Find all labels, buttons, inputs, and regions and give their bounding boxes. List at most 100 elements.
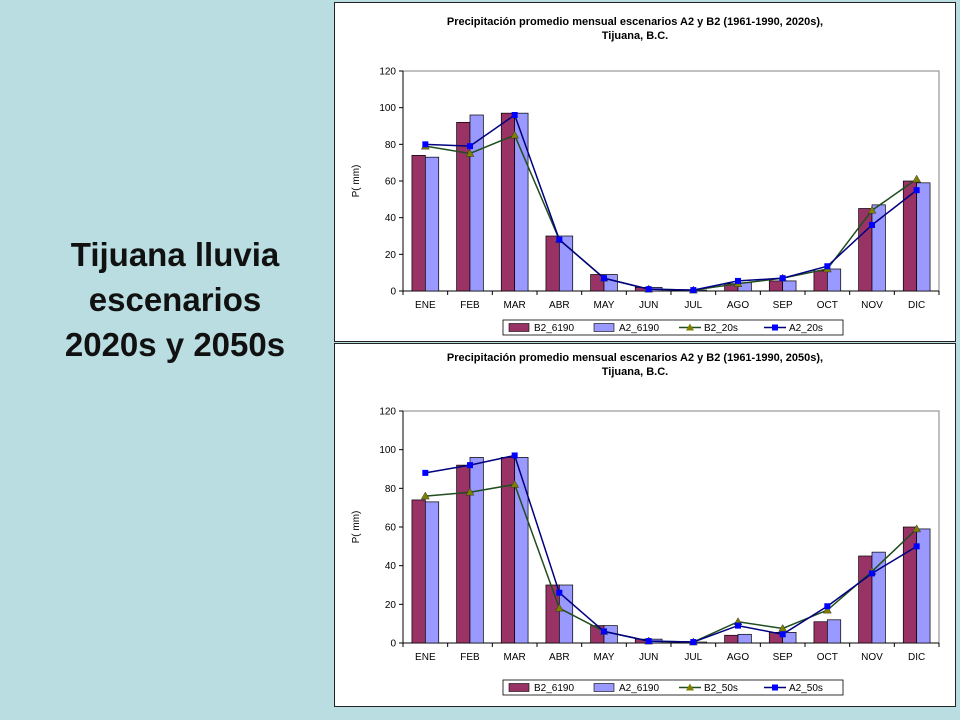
point-a2-20s [913,187,920,194]
point-b2-50s [554,603,564,612]
bar-a2-6190 [871,551,886,644]
point-a2-50s [735,622,741,629]
point-a2-50s [779,631,786,638]
x-tick-label: ENE [415,300,436,311]
chart-title-line: Precipitación promedio mensual escenario… [447,16,823,28]
point-a2-50s [556,589,563,596]
y-tick-label: 80 [385,140,397,151]
bar-b2-6190 [858,208,873,292]
legend-label: B2_20s [704,323,738,334]
slide-title-line: Tijuana lluvia [70,236,280,273]
y-tick-label: 60 [385,177,397,188]
point-b2-20s [465,148,475,157]
point-a2-50s [601,628,607,635]
point-a2-20s [735,277,741,284]
bar-a2-6190 [469,457,484,644]
point-a2-20s [824,263,831,270]
point-b2-50s [912,524,922,533]
point-a2-50s [824,603,831,610]
bar-a2-6190 [469,114,484,292]
bar-a2-6190 [826,268,842,292]
y-tick-label: 80 [385,484,397,495]
bar-b2-6190 [902,180,918,292]
bar-a2-6190 [558,235,574,292]
x-tick-label: SEP [773,652,793,663]
point-b2-20s [510,130,520,139]
y-tick-label: 120 [379,67,396,78]
x-tick-label: NOV [861,652,883,663]
line-b2-50s [425,483,918,643]
y-tick-label: 20 [385,600,397,611]
y-tick-label: 20 [385,250,397,261]
bar-a2-6190 [558,584,574,644]
point-a2-50s [422,469,429,476]
y-tick-label: 0 [390,287,396,298]
chart-title-line: Tijuana, B.C. [602,30,668,42]
bar-a2-6190 [782,280,797,292]
x-tick-label: FEB [460,300,480,311]
point-a2-20s [690,287,697,294]
legend-swatch [593,683,615,692]
point-a2-20s [511,112,518,118]
legend-label: A2_20s [789,323,823,334]
line-a2-20s [425,113,918,291]
point-a2-50s [467,462,473,469]
bar-a2-6190 [737,633,752,644]
point-a2-50s [913,543,920,550]
y-tick-label: 40 [385,561,397,572]
x-tick-label: JUN [639,652,658,663]
point-b2-50s [465,487,475,496]
x-tick-label: ABR [549,652,570,663]
legend-marker [686,323,694,331]
x-tick-label: DIC [908,300,925,311]
x-tick-label: MAY [594,652,615,663]
chart-title-line: Precipitación promedio mensual escenario… [447,352,823,364]
y-tick-label: 60 [385,523,397,534]
y-tick-label: 100 [379,103,396,114]
point-a2-20s [869,222,875,228]
point-a2-20s [422,141,429,148]
y-axis-label: P( mm) [351,511,362,544]
point-a2-50s [869,570,875,577]
y-tick-label: 40 [385,213,397,224]
x-tick-label: DIC [908,652,925,663]
bar-a2-6190 [826,619,842,644]
bar-b2-6190 [768,280,784,292]
bar-b2-6190 [411,499,426,644]
x-tick-label: JUN [639,300,658,311]
point-b2-20s [912,174,922,183]
legend-box [502,319,844,336]
x-tick-label: NOV [861,300,883,311]
x-tick-label: SEP [773,300,793,311]
bar-a2-6190 [782,632,797,644]
legend-label: B2_6190 [534,683,574,694]
slide-title-line: escenarios [88,281,262,318]
legend-label: A2_6190 [619,323,659,334]
y-tick-label: 100 [379,445,396,456]
x-tick-label: MAY [594,300,615,311]
x-tick-label: MAR [504,652,526,663]
x-tick-label: OCT [817,300,838,311]
bar-b2-6190 [813,621,828,644]
chart-2020s: Precipitación promedio mensual escenario… [351,16,940,336]
bar-b2-6190 [724,634,739,644]
bar-a2-6190 [514,457,529,644]
point-a2-20s [601,275,607,282]
x-tick-label: OCT [817,652,838,663]
legend-label: A2_6190 [619,683,659,694]
legend-box [502,679,844,696]
point-b2-50s [822,605,832,614]
legend: B2_6190 A2_6190 B2_50s A2_50s [502,679,844,696]
x-tick-label: ENE [415,652,436,663]
slide-title: Tijuana lluvia escenarios 2020s y 2050s [20,232,330,367]
line-a2-50s [425,454,918,643]
bar-a2-6190 [871,204,886,292]
bar-b2-6190 [858,555,873,644]
legend-marker [686,683,694,691]
x-tick-label: JUL [684,300,702,311]
bar-a2-6190 [916,528,931,644]
legend-label: B2_6190 [534,323,574,334]
bar-a2-6190 [424,501,440,644]
bar-a2-6190 [916,182,931,292]
legend-swatch [593,323,615,332]
